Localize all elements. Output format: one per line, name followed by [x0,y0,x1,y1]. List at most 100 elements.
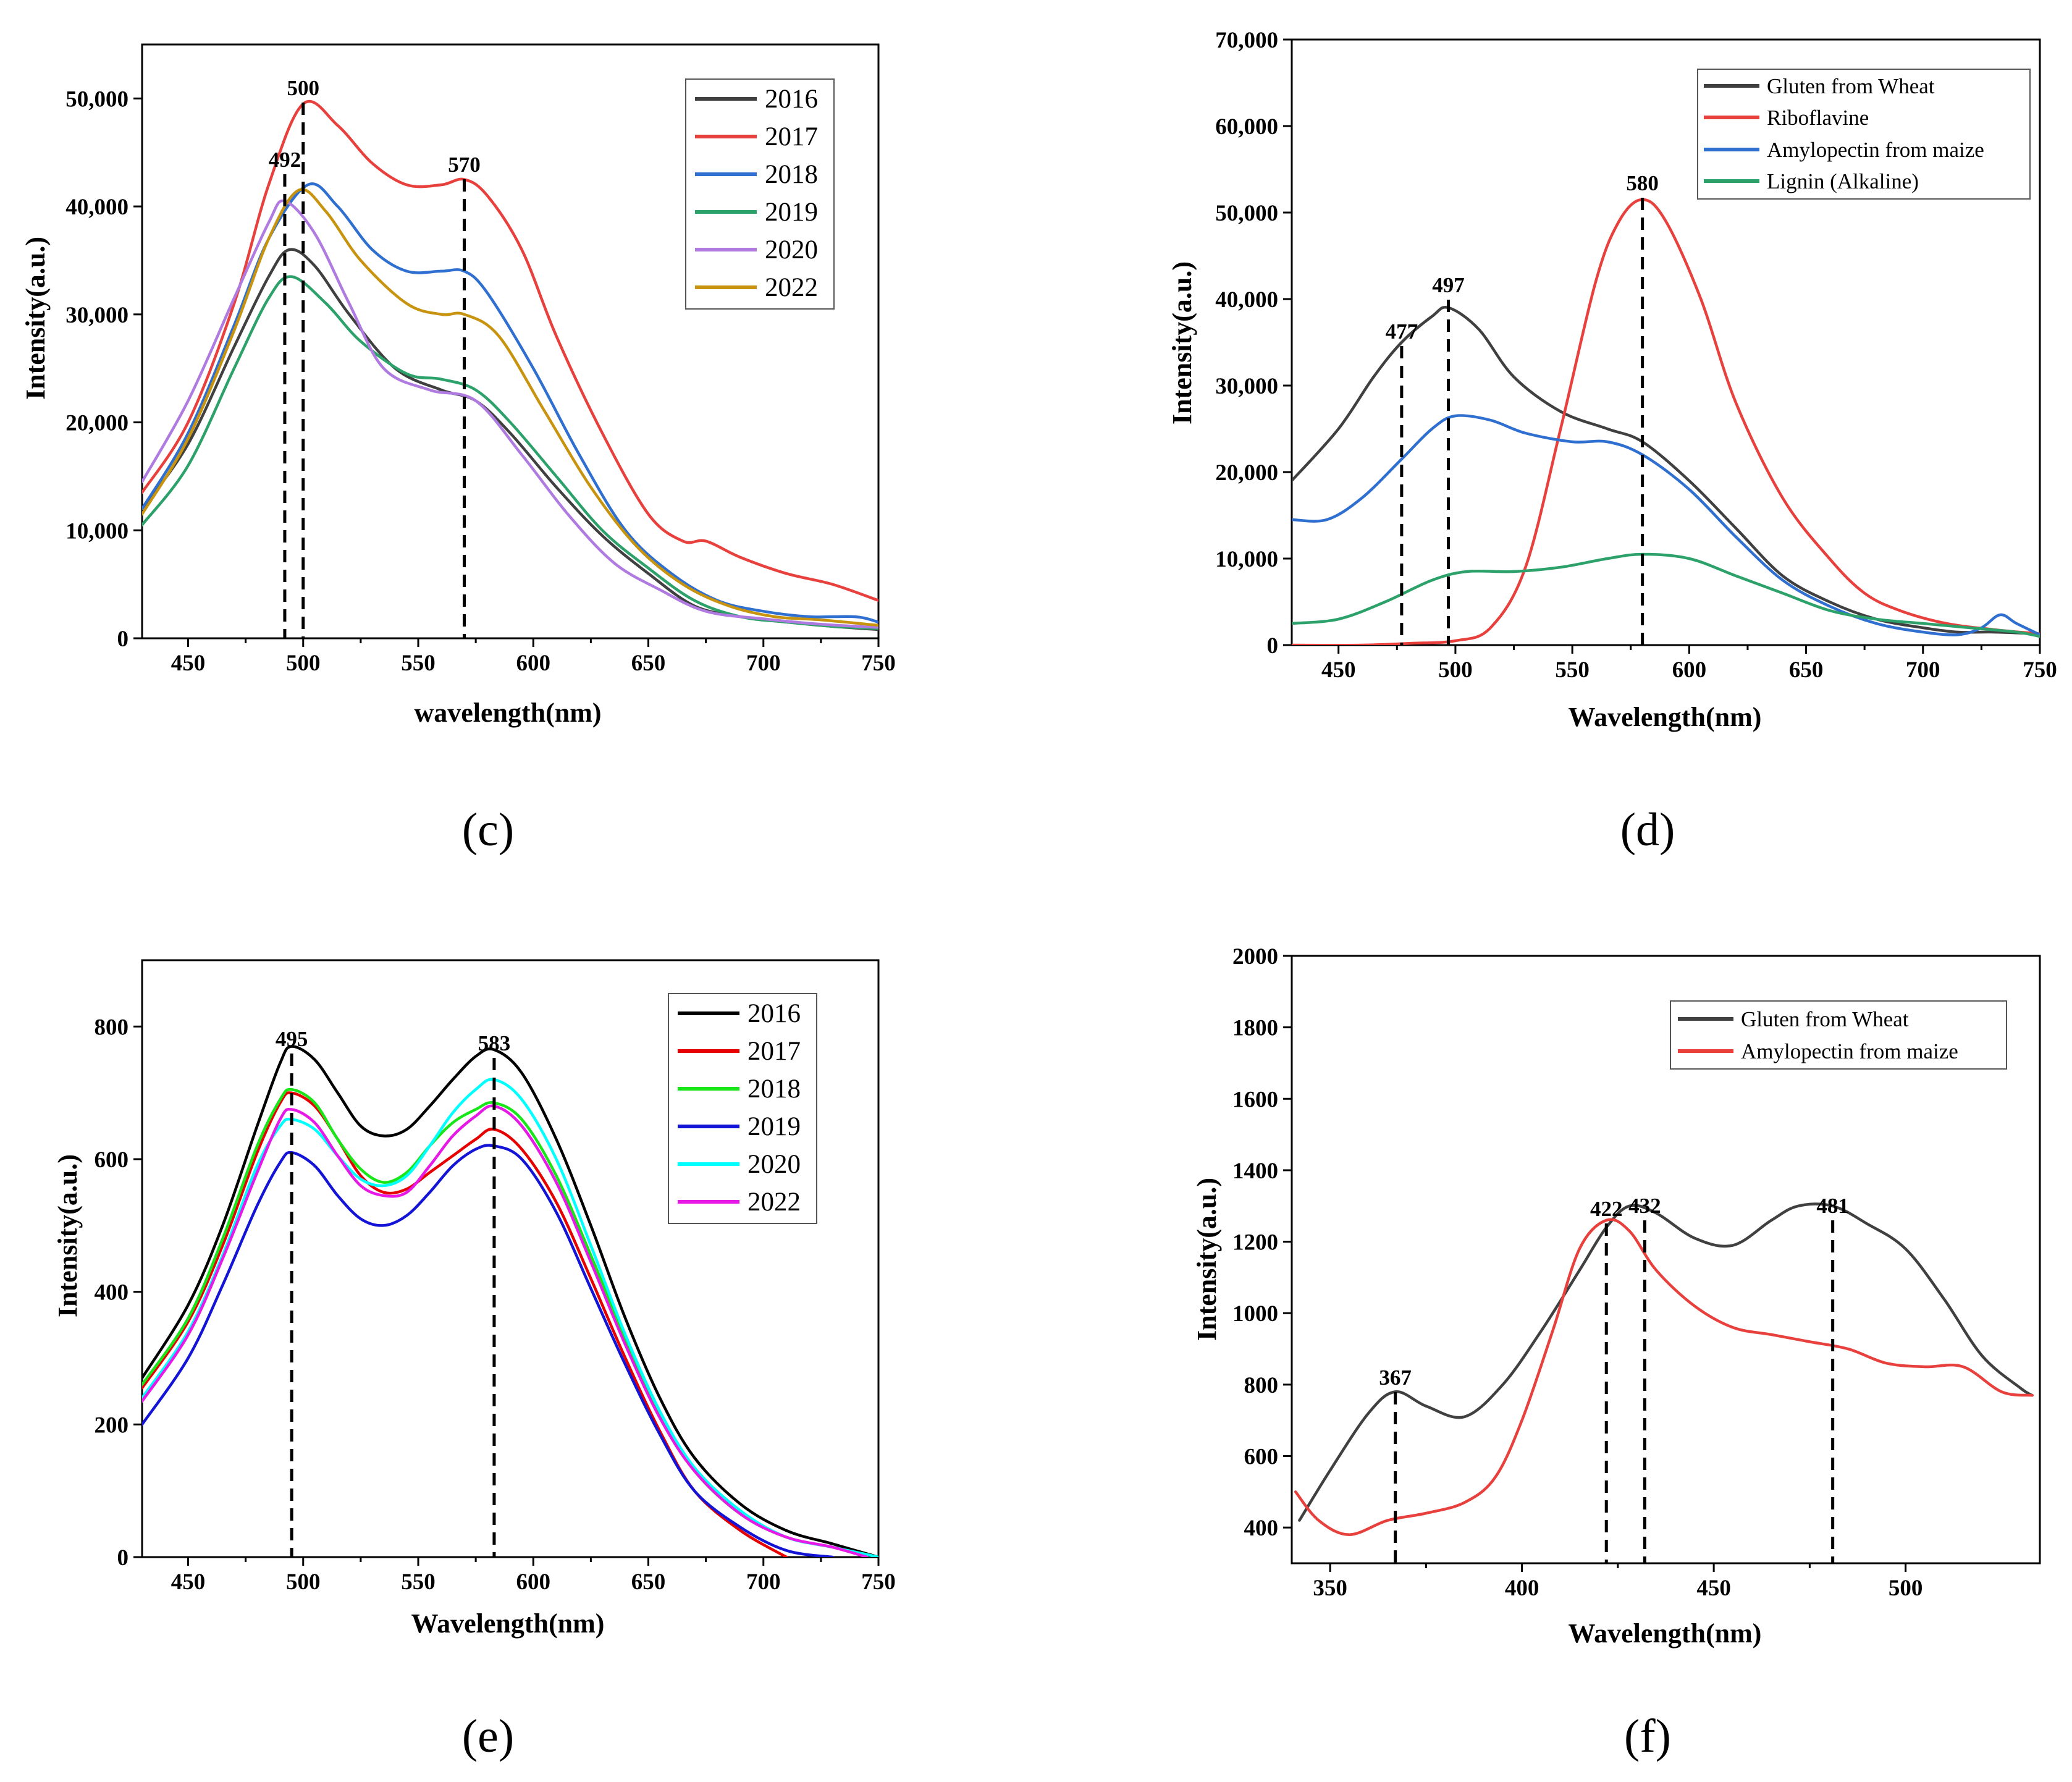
panel-f-legend-label-amylopectin: Amylopectin from maize [1741,1039,1958,1063]
panel-f-legend: Gluten from Wheat Amylopectin from maize [1670,1000,2007,1070]
f-y-tick-label: 800 [1244,1373,1279,1398]
d-x-tick-label: 650 [1789,657,1824,683]
e-x-tick-label: 550 [401,1569,436,1595]
f-peak-label-422: 422 [1590,1197,1623,1221]
panel-f-legend-frame [1670,1000,2007,1070]
panel-e-legend-label-2019: 2019 [748,1112,801,1141]
e-y-tick-label: 0 [117,1545,129,1571]
f-peak-label-432: 432 [1628,1194,1661,1218]
panel-e: 450 500 550 600 650 700 750 0 200 400 600 800 495 583… [53,959,896,1762]
panel-e-legend-label-2020: 2020 [748,1150,801,1179]
e-series-line-2016 [142,1045,878,1557]
e-y-tick-label: 600 [95,1147,129,1173]
c-y-tick-label: 40,000 [65,195,128,220]
e-y-tick-label: 400 [95,1280,129,1306]
e-x-tick-label: 700 [746,1569,781,1595]
panel-d-legend-frame [1697,69,2031,200]
f-x-tick-label: 350 [1313,1576,1347,1601]
panel-e-legend-frame [668,993,817,1224]
e-x-tick-label: 600 [516,1569,551,1595]
f-y-tick-label: 1600 [1232,1087,1278,1112]
d-y-tick-label: 50,000 [1215,201,1278,226]
d-peak-label-477: 477 [1386,319,1418,344]
panel-d-legend-label-amylopectin: Amylopectin from maize [1767,138,1984,162]
panel-c-legend-label-2018: 2018 [765,160,818,189]
f-y-tick-label: 1800 [1232,1016,1278,1041]
c-x-tick-label: 600 [516,651,551,676]
panel-d: 450 500 550 600 650 700 750 0 10,000 20,000 30,000… [1167,28,2057,856]
panel-c-y-axis-title: Intensity(a.u.) [20,237,51,400]
panel-c-x-axis-title: wavelength(nm) [414,698,601,728]
panel-d-legend: Gluten from Wheat Riboflavine Amylopecti… [1697,69,2031,200]
d-x-tick-label: 750 [2023,657,2057,683]
f-y-tick-label: 400 [1244,1516,1279,1541]
e-plot-frame [141,959,880,1558]
panel-d-legend-label-riboflavine: Riboflavine [1767,106,1869,130]
panel-e-y-axis-title: Intensity(a.u.) [53,1154,83,1317]
d-y-tick-label: 20,000 [1215,460,1278,486]
panel-c-legend-label-2019: 2019 [765,198,818,227]
e-series-line-2019 [142,1144,834,1557]
e-peak-label-583: 583 [478,1031,511,1055]
f-y-tick-label: 1000 [1232,1301,1278,1327]
e-peak-label-495: 495 [276,1027,308,1051]
panel-e-legend-label-2017: 2017 [748,1037,801,1066]
panel-e-caption: (e) [462,1710,514,1762]
d-peak-label-497: 497 [1432,273,1465,297]
c-peak-label-492: 492 [269,148,301,172]
panel-c-legend-label-2022: 2022 [765,273,818,302]
c-x-tick-label: 500 [286,651,321,676]
panel-d-x-axis-title: Wavelength(nm) [1569,702,1762,732]
panel-f-caption: (f) [1624,1710,1671,1762]
c-series-line-2022 [142,188,878,627]
e-x-tick-label: 450 [171,1569,206,1595]
d-x-tick-label: 600 [1672,657,1707,683]
panel-d-y-axis-title: Intensity(a.u.) [1167,261,1197,424]
e-series-line-2022 [142,1104,869,1557]
d-y-tick-label: 60,000 [1215,114,1278,140]
e-x-tick-label: 500 [286,1569,321,1595]
panel-f-y-axis-title: Intensity(a.u.) [1192,1178,1222,1341]
c-peak-label-500: 500 [287,76,320,100]
f-x-tick-label: 450 [1696,1576,1731,1601]
f-y-tick-label: 2000 [1232,944,1278,969]
c-series-group [142,99,878,631]
e-plot-area: 450 500 550 600 650 700 750 0 200 400 600 800 495 583 [95,959,896,1595]
f-series-line-amylopectin-from-maize [1294,1218,2034,1536]
panel-c-legend-label-2017: 2017 [765,122,818,151]
c-x-tick-label: 650 [631,651,666,676]
d-x-tick-label: 500 [1438,657,1473,683]
panel-d-caption: (d) [1620,804,1675,856]
d-y-tick-label: 70,000 [1215,28,1278,53]
d-plot-frame [1291,38,2041,646]
c-y-tick-label: 30,000 [65,303,128,328]
d-series-line-gluten-from-wheat [1292,305,2040,636]
panel-d-legend-label-gluten: Gluten from Wheat [1767,74,1935,98]
f-y-tick-label: 1400 [1232,1159,1278,1184]
c-series-line-2017 [142,99,878,602]
e-x-tick-label: 650 [631,1569,666,1595]
e-series-line-2017 [142,1091,788,1557]
d-y-tick-label: 0 [1267,633,1279,659]
f-x-tick-label: 500 [1889,1576,1923,1601]
f-plot-frame [1291,955,2041,1565]
f-series-group [1294,1202,2034,1536]
f-series-line-gluten-from-wheat [1298,1202,2034,1522]
f-peak-label-481: 481 [1816,1194,1849,1218]
e-series-group [142,1045,878,1557]
panel-c: 450 500 550 600 650 700 750 0 10,000 20,000 30,000… [20,43,896,856]
d-plot-area: 450 500 550 600 650 700 750 0 10,000 20,000 30,000… [1215,28,2057,683]
c-x-tick-label: 750 [861,651,896,676]
d-y-tick-label: 40,000 [1215,287,1278,313]
panel-e-legend-label-2016: 2016 [748,999,801,1028]
panel-c-legend-label-2016: 2016 [765,85,818,114]
c-y-tick-label: 10,000 [65,518,128,544]
e-y-tick-label: 200 [95,1413,129,1438]
c-x-tick-label: 550 [401,651,436,676]
c-peak-label-570: 570 [448,153,481,177]
panel-e-legend-label-2022: 2022 [748,1188,801,1217]
panel-c-legend-label-2020: 2020 [765,235,818,264]
d-peak-label-580: 580 [1626,171,1659,195]
panel-f-x-axis-title: Wavelength(nm) [1569,1618,1762,1649]
d-x-tick-label: 700 [1906,657,1940,683]
